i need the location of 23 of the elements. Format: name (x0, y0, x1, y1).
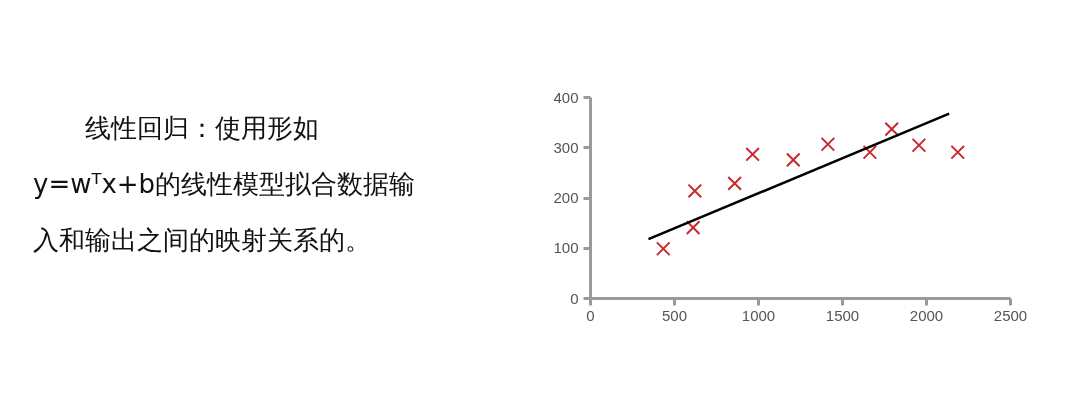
point (745, 146, 760, 162)
x-tick-label: 2500 (993, 306, 1028, 324)
text: 线性回归：使用形如y=wᵀx+b的线性模型拟合数据输入和输出之间的映射关系的。 (33, 112, 417, 257)
point (911, 137, 927, 153)
point (862, 144, 878, 160)
point (685, 220, 701, 236)
y-tick-label: 100 (553, 239, 579, 257)
x-tick-label: 0 (586, 306, 595, 324)
y-tick-label: 200 (553, 189, 579, 206)
y-tick-label: 400 (553, 88, 579, 106)
point (820, 136, 836, 152)
point (884, 121, 900, 137)
point (785, 152, 801, 168)
point (655, 241, 671, 257)
y-tick-label: 0 (570, 289, 579, 307)
point (727, 176, 743, 191)
x-tick-label: 1500 (825, 306, 860, 324)
point (950, 144, 966, 160)
x-tick-label: 1000 (741, 306, 776, 324)
y-tick-label: 300 (553, 138, 579, 156)
point (687, 183, 703, 199)
x-tick-label: 500 (661, 306, 688, 324)
x-tick-label: 2000 (909, 306, 944, 324)
